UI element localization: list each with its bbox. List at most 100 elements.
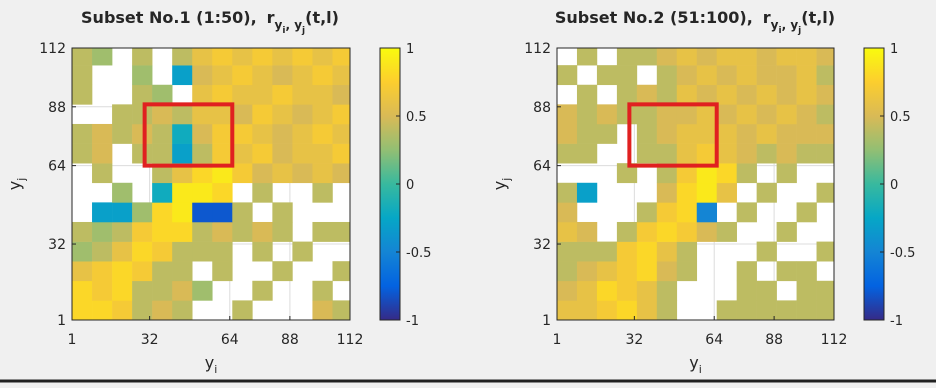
heatmap-cell	[776, 104, 797, 125]
heatmap-cell	[332, 123, 351, 144]
heatmap-cell	[92, 221, 113, 242]
heatmap-cell	[557, 261, 578, 282]
heatmap-cell	[736, 143, 757, 164]
highlight-box	[627, 102, 719, 168]
heatmap-cell	[312, 104, 333, 125]
y-tick-label: 64	[48, 159, 66, 175]
heatmap-cell	[192, 182, 213, 203]
heatmap-cell	[756, 123, 777, 144]
heatmap-cell	[232, 123, 253, 144]
heatmap-cell	[736, 163, 757, 184]
axes-frame	[556, 47, 835, 321]
heatmap-cell	[636, 280, 658, 301]
heatmap-cell	[132, 202, 153, 223]
heatmap-cell	[212, 221, 233, 242]
heatmap-cell	[656, 123, 678, 144]
formula-sep: , y	[782, 18, 799, 32]
formula-sub: y	[275, 18, 283, 32]
heatmap-cell	[292, 123, 313, 144]
heatmap-cell	[192, 48, 213, 66]
heatmap-cell	[312, 182, 333, 203]
heatmap-cell	[232, 65, 253, 86]
heatmap-cell	[616, 84, 638, 105]
x-axis-label: yi	[689, 353, 702, 376]
heatmap-cell	[312, 163, 333, 184]
label-base: y	[5, 181, 24, 190]
heatmap-cell	[736, 123, 757, 144]
heatmap-cell	[716, 104, 737, 125]
y-tick-label: 32	[48, 237, 66, 253]
heatmap-cell	[152, 261, 173, 282]
heatmap-cell	[132, 221, 153, 242]
heatmap-cell	[616, 104, 638, 125]
heatmap-cell	[172, 163, 193, 184]
heatmap-cell	[616, 221, 638, 242]
heatmap-cell	[557, 143, 578, 164]
heatmap-cell	[272, 104, 293, 125]
heatmap-cell	[152, 84, 173, 105]
heatmap-cell	[312, 48, 333, 66]
heatmap-cell	[272, 163, 293, 184]
heatmap-cell	[112, 123, 133, 144]
heatmap-cell	[557, 280, 578, 301]
heatmap-cell	[152, 123, 173, 144]
heatmap-cell	[816, 65, 835, 86]
heatmap-cell	[736, 280, 757, 301]
heatmap-cell	[192, 65, 213, 86]
formula-args: (t,l)	[305, 8, 339, 27]
formula-subsub: i	[282, 26, 285, 36]
colorbar-tick-label: -0.5	[406, 246, 431, 261]
chart-title: Subset No.2 (51:100), ryi, yj(t,l)	[555, 8, 835, 36]
heatmap-cell	[172, 221, 193, 242]
heatmap-cell	[756, 300, 777, 321]
heatmap-cell	[92, 143, 113, 164]
heatmap-cell	[72, 65, 93, 86]
heatmap-cell	[716, 163, 737, 184]
colorbar-tick-label: -1	[406, 314, 419, 329]
heatmap-cell	[292, 143, 313, 164]
heatmap-cell	[816, 123, 835, 144]
heatmap-cell	[656, 84, 678, 105]
heatmap-cell	[272, 202, 293, 223]
heatmap-cell	[776, 221, 797, 242]
heatmap-cell	[332, 65, 351, 86]
x-axis-label: yi	[205, 353, 218, 376]
heatmap-cell	[756, 65, 777, 86]
heatmap-cell	[676, 182, 698, 203]
heatmap-cell	[616, 241, 638, 262]
heatmap-cell	[616, 65, 638, 86]
y-axis-label: yj	[490, 178, 513, 191]
heatmap-cell	[656, 221, 678, 242]
heatmap-cell	[332, 104, 351, 125]
label-sub: j	[15, 178, 28, 182]
heatmap-cell	[656, 202, 678, 223]
heatmap-cell	[332, 261, 351, 282]
heatmap-cell	[112, 104, 133, 125]
heatmap-cell	[676, 104, 698, 125]
heatmap-cell	[172, 261, 193, 282]
heatmap-cell	[172, 241, 193, 262]
heatmap-cell	[796, 202, 817, 223]
heatmap-cell	[212, 241, 233, 262]
formula-subsub: j	[797, 26, 801, 36]
heatmap-cell	[132, 123, 153, 144]
heatmap-cell	[636, 104, 658, 125]
colorbar-tick-label: -0.5	[890, 246, 915, 261]
heatmap-cell	[72, 221, 93, 242]
heatmap-cell	[796, 65, 817, 86]
heatmap-cell	[636, 202, 658, 223]
heatmap-cell	[756, 182, 777, 203]
heatmap-cell	[596, 261, 618, 282]
heatmap-cell	[676, 221, 698, 242]
heatmap-cell	[616, 48, 638, 66]
heatmap-cell	[616, 280, 638, 301]
heatmap-cell	[192, 163, 213, 184]
x-tick-label: 88	[281, 332, 299, 348]
heatmap-cell	[212, 48, 233, 66]
formula-base: r	[763, 8, 771, 27]
heatmap-cell	[696, 48, 718, 66]
heatmap-cell	[596, 241, 618, 262]
heatmap-cell	[92, 280, 113, 301]
heatmap-cell	[596, 280, 618, 301]
